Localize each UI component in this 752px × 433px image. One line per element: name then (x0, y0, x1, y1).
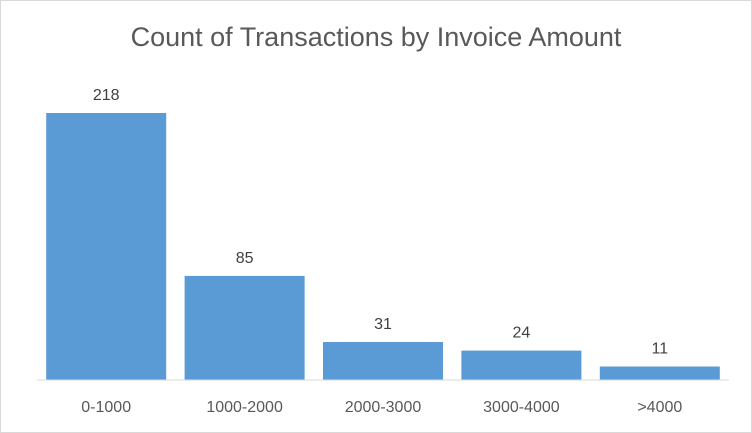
bars-layer (46, 113, 720, 380)
x-tick-label-1: 1000-2000 (206, 399, 283, 416)
value-labels-layer: 218 85 31 24 11 (93, 87, 668, 358)
category-labels-layer: 0-1000 1000-2000 2000-3000 3000-4000 >4000 (81, 399, 682, 416)
bar-2 (323, 342, 443, 380)
data-label-2: 31 (374, 316, 392, 333)
chart-title: Count of Transactions by Invoice Amount (130, 22, 622, 52)
bar-4 (599, 366, 720, 380)
x-tick-label-0: 0-1000 (81, 399, 131, 416)
data-label-0: 218 (93, 87, 120, 104)
x-tick-label-4: >4000 (637, 399, 682, 416)
bar-3 (461, 350, 582, 380)
data-label-3: 24 (513, 325, 531, 342)
bar-1 (184, 275, 305, 380)
x-tick-label-2: 2000-3000 (345, 399, 422, 416)
data-label-1: 85 (236, 250, 254, 267)
x-tick-label-3: 3000-4000 (483, 399, 560, 416)
bar-0 (46, 113, 167, 380)
data-label-4: 11 (651, 341, 668, 358)
